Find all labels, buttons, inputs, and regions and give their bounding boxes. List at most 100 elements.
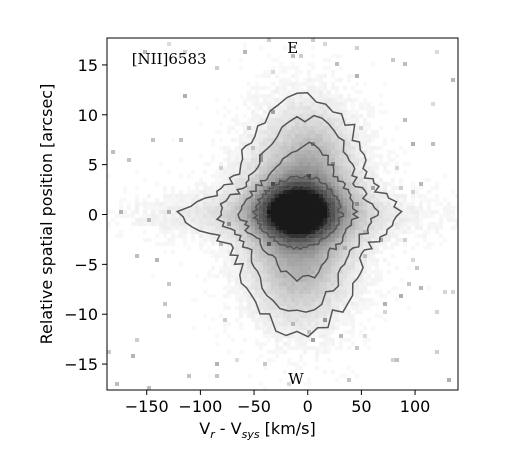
heatmap-cell [319,114,323,118]
heatmap-cell [259,190,263,194]
heatmap-cell [387,150,391,154]
heatmap-cell [303,98,307,102]
heatmap-cell [275,354,279,358]
heatmap-cell [455,218,458,222]
heatmap-cell [243,298,247,302]
heatmap-cell [283,90,287,94]
heatmap-cell [287,302,291,306]
heatmap-cell [379,218,383,222]
heatmap-cell [295,162,299,166]
heatmap-cell [347,114,351,118]
heatmap-cell [407,266,411,270]
heatmap-cell [339,134,343,138]
heatmap-cell [335,326,339,330]
heatmap-cell [263,302,267,306]
heatmap-cell [251,242,255,246]
heatmap-cell [243,142,247,146]
heatmap-cell [351,266,355,270]
heatmap-cell [359,218,363,222]
heatmap-cell [403,202,407,206]
heatmap-cell [187,190,191,194]
heatmap-cell [283,134,287,138]
heatmap-cell [291,318,295,322]
heatmap-cell [131,354,135,358]
heatmap-cell [159,230,163,234]
heatmap-cell [231,190,235,194]
heatmap-cell [263,170,267,174]
heatmap-cell [279,274,283,278]
heatmap-cell [295,334,299,338]
heatmap-cell [247,186,251,190]
heatmap-cell [199,178,203,182]
heatmap-cell [215,334,219,338]
contour-line [261,183,335,242]
heatmap-cell [243,150,247,154]
heatmap-cell [271,238,275,242]
heatmap-cell [351,314,355,318]
heatmap-cell [359,310,363,314]
heatmap-cell [355,230,359,234]
heatmap-cell [219,130,223,134]
heatmap-cell [263,310,267,314]
heatmap-cell [251,202,255,206]
heatmap-cell [339,142,343,146]
heatmap-cell [255,326,259,330]
heatmap-cell [287,134,291,138]
heatmap-cell [291,166,295,170]
heatmap-cell [295,90,299,94]
heatmap-cell [359,274,363,278]
heatmap-cell [259,254,263,258]
heatmap-cell [355,126,359,130]
heatmap-cell [319,158,323,162]
heatmap-cell [271,70,275,74]
heatmap-cell [423,238,427,242]
heatmap-cell [355,146,359,150]
heatmap-cell [223,306,227,310]
heatmap-cell [315,282,319,286]
heatmap-cell [347,270,351,274]
heatmap-cell [167,202,171,206]
heatmap-cell [267,314,271,318]
heatmap-cell [227,254,231,258]
heatmap-cell [339,338,343,342]
heatmap-cell [239,310,243,314]
heatmap-cell [275,138,279,142]
heatmap-cell [259,310,263,314]
heatmap-cell [391,178,395,182]
heatmap-cell [195,182,199,186]
heatmap-cell [375,278,379,282]
heatmap-cell [287,238,291,242]
heatmap-cell [251,306,255,310]
heatmap-cell [339,110,343,114]
heatmap-cell [375,210,379,214]
heatmap-cell [311,130,315,134]
heatmap-cell [291,298,295,302]
heatmap-cell [267,358,271,362]
heatmap-cell [163,186,167,190]
heatmap-cell [327,150,331,154]
heatmap-cell [243,218,247,222]
heatmap-cell [199,182,203,186]
heatmap-cell [427,242,431,246]
heatmap-cell [239,134,243,138]
heatmap-cell [347,206,351,210]
heatmap-cell [131,210,135,214]
x-label-unit: [km/s] [260,419,316,438]
heatmap-cell [339,318,343,322]
heatmap-cell [211,274,215,278]
heatmap-cell [327,102,331,106]
heatmap-cell [279,306,283,310]
heatmap-cell [239,158,243,162]
heatmap-cell [251,214,255,218]
heatmap-cell [287,298,291,302]
heatmap-cell [239,202,243,206]
heatmap-cell [311,322,315,326]
heatmap-cell [379,186,383,190]
heatmap-cell [207,234,211,238]
heatmap-cell [255,290,259,294]
heatmap-cell [343,270,347,274]
heatmap-cell [383,222,387,226]
heatmap-cell [367,114,371,118]
heatmap-cell [279,350,283,354]
heatmap-cell [207,190,211,194]
